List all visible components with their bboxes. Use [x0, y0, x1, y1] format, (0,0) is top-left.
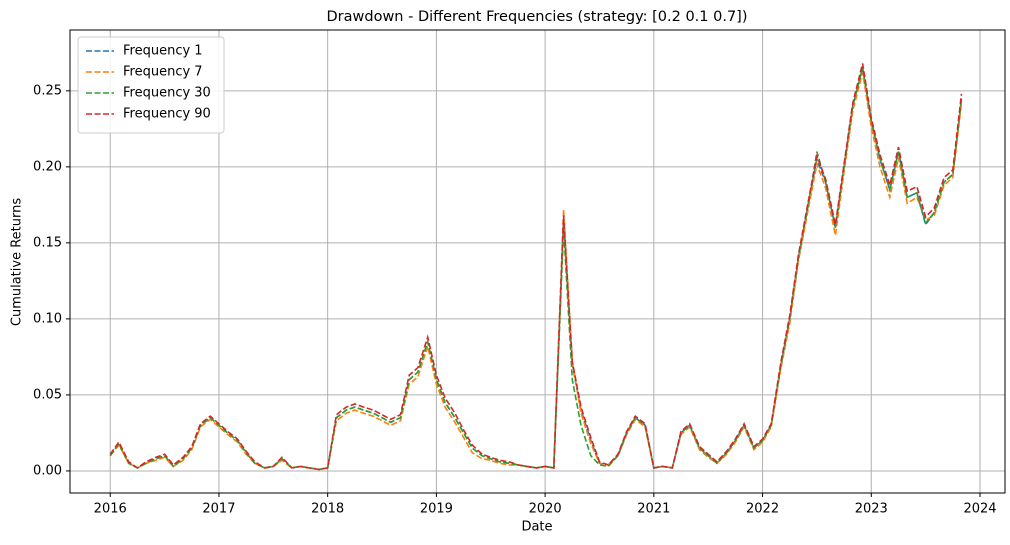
chart-title: Drawdown - Different Frequencies (strate…	[327, 9, 748, 25]
x-tick-label: 2021	[637, 502, 670, 517]
legend-label: Frequency 30	[123, 86, 211, 101]
x-tick-label: 2019	[420, 502, 453, 517]
x-tick-label: 2017	[202, 502, 235, 517]
legend-label: Frequency 7	[123, 65, 203, 80]
x-tick-label: 2020	[529, 502, 562, 517]
legend-box	[77, 36, 225, 134]
y-tick-label: 0.05	[33, 387, 62, 402]
y-tick-label: 0.00	[33, 463, 62, 478]
y-tick-label: 0.20	[33, 159, 62, 174]
legend-label: Frequency 1	[123, 44, 203, 59]
y-tick-label: 0.15	[33, 235, 62, 250]
x-axis-label: Date	[521, 520, 552, 535]
y-tick-label: 0.10	[33, 311, 62, 326]
x-tick-label: 2022	[746, 502, 779, 517]
x-tick-label: 2024	[963, 502, 996, 517]
x-tick-label: 2023	[855, 502, 888, 517]
x-tick-label: 2018	[311, 502, 344, 517]
line-series	[109, 63, 963, 471]
plot-frame	[69, 29, 1006, 494]
line-series	[109, 67, 963, 471]
x-tick-label: 2016	[94, 502, 127, 517]
y-axis-label: Cumulative Returns	[10, 198, 25, 326]
line-series	[109, 72, 963, 471]
line-series	[109, 67, 963, 471]
legend-label: Frequency 90	[123, 107, 211, 122]
y-tick-label: 0.25	[33, 83, 62, 98]
